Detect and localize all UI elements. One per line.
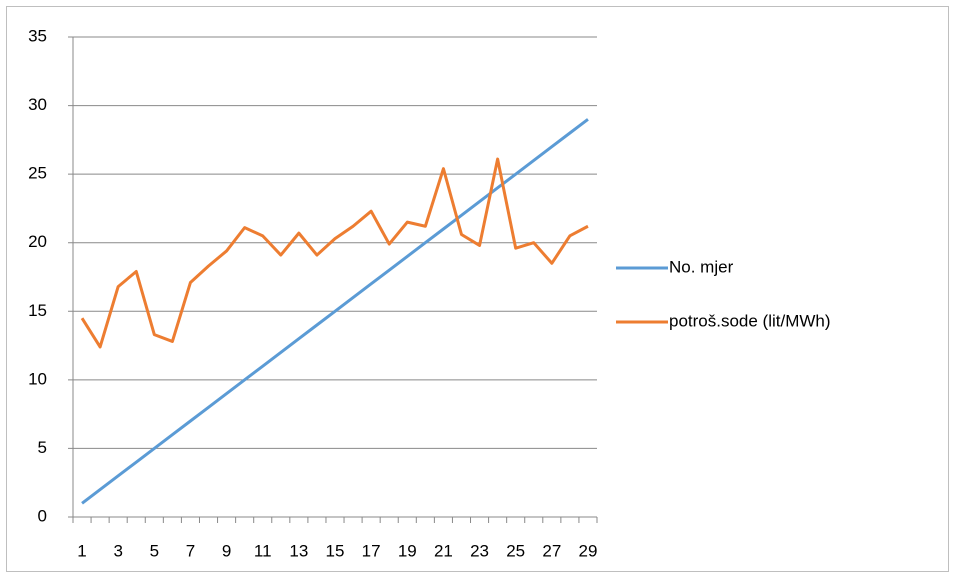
line-series: [80, 157, 589, 349]
legend-label: No. mjer: [669, 257, 734, 276]
y-tick-label: 25: [28, 164, 47, 183]
x-tick-label: 27: [542, 541, 561, 560]
x-tick-label: 23: [470, 541, 489, 560]
x-tick-label: 21: [434, 541, 453, 560]
x-tick-label: 1: [77, 541, 86, 560]
x-tick-label: 13: [289, 541, 308, 560]
y-tick-label: 5: [38, 438, 47, 457]
x-tick-label: 19: [398, 541, 417, 560]
x-tick-label: 15: [326, 541, 345, 560]
x-tick-label: 17: [362, 541, 381, 560]
chart-frame: [6, 6, 949, 572]
y-tick-label: 0: [38, 506, 47, 525]
y-tick-label: 20: [28, 232, 47, 251]
legend-label: potroš.sode (lit/MWh): [669, 311, 831, 330]
x-tick-label: 11: [254, 541, 272, 560]
x-tick-label: 5: [150, 541, 159, 560]
x-tick-label: 3: [113, 541, 122, 560]
y-tick-label: 35: [28, 26, 47, 45]
y-tick-label: 15: [28, 301, 47, 320]
x-tick-label: 25: [506, 541, 525, 560]
y-tick-label: 10: [28, 369, 47, 388]
x-tick-label: 9: [222, 541, 231, 560]
x-tick-label: 29: [579, 541, 598, 560]
x-tick-label: 7: [186, 541, 195, 560]
y-tick-label: 30: [28, 95, 47, 114]
